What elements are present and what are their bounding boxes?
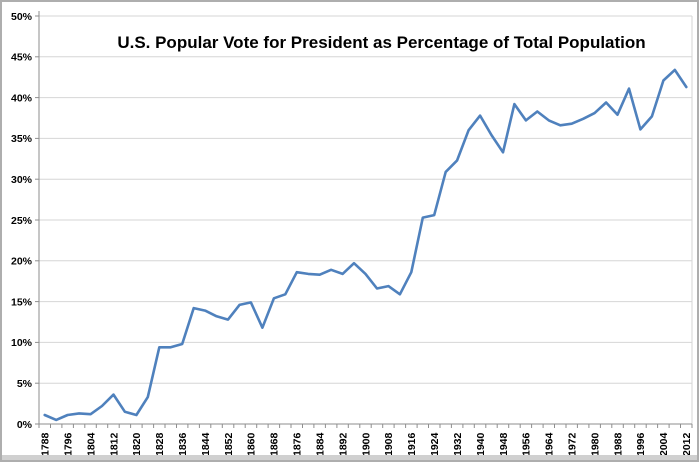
x-axis-label: 1980: [589, 432, 601, 456]
y-axis-label: 20%: [11, 256, 33, 268]
x-axis-label: 1884: [315, 432, 327, 456]
x-axis-label: 1788: [40, 432, 52, 456]
x-axis-label: 1876: [292, 432, 304, 456]
x-axis-label: 2004: [658, 432, 670, 456]
x-axis-label: 1956: [521, 432, 533, 456]
x-axis-label: 1828: [154, 432, 166, 456]
y-axis-label: 35%: [11, 133, 33, 145]
x-axis-label: 1820: [131, 432, 143, 456]
bottom-strip: [2, 455, 697, 460]
x-axis-label: 1940: [475, 432, 487, 456]
x-axis-label: 1860: [246, 432, 258, 456]
x-axis-label: 1964: [544, 432, 556, 456]
x-axis-label: 1908: [383, 432, 395, 456]
x-axis-label: 1892: [337, 432, 349, 456]
x-axis-label: 1924: [429, 432, 441, 456]
y-axis-label: 15%: [11, 296, 33, 308]
y-axis-label: 0%: [17, 419, 33, 431]
y-axis-label: 25%: [11, 215, 33, 227]
y-axis-label: 40%: [11, 92, 33, 104]
x-axis-label: 1868: [269, 432, 281, 456]
x-axis-label: 1972: [567, 432, 579, 456]
y-axis-label: 50%: [11, 11, 33, 23]
y-axis-label: 45%: [11, 52, 33, 64]
data-line: [43, 68, 688, 422]
x-axis-label: 1804: [85, 432, 97, 456]
x-axis-label: 1796: [62, 432, 74, 456]
x-axis-label: 1836: [177, 432, 189, 456]
x-axis-label: 1916: [406, 432, 418, 456]
chart-title: U.S. Popular Vote for President as Perce…: [117, 33, 646, 52]
x-axis-label: 1844: [200, 432, 212, 456]
x-axis-label: 2012: [681, 432, 693, 456]
y-axis-label: 30%: [11, 174, 33, 186]
x-axis-label: 1812: [108, 432, 120, 456]
x-axis-label: 1996: [635, 432, 647, 456]
x-axis-label: 1900: [360, 432, 372, 456]
y-axis-label: 10%: [11, 337, 33, 349]
x-axis-label: 1852: [223, 432, 235, 456]
x-axis-label: 1948: [498, 432, 510, 456]
y-axis-label: 5%: [17, 378, 33, 390]
x-axis-label: 1988: [612, 432, 624, 456]
x-axis-label: 1932: [452, 432, 464, 456]
